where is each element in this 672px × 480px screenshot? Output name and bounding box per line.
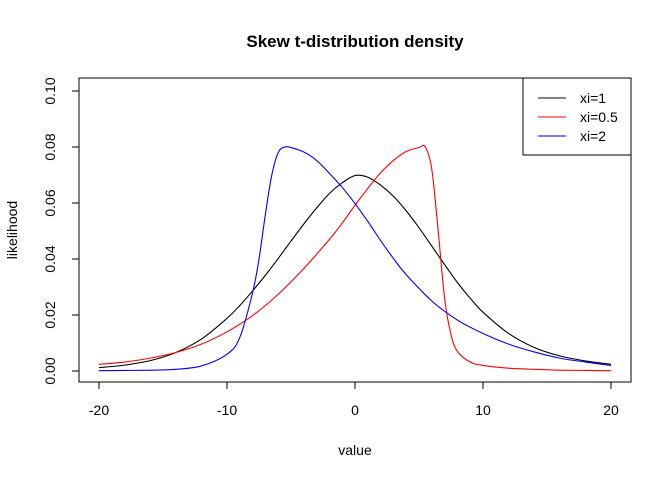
- y-tick-label: 0.04: [42, 245, 58, 272]
- legend: xi=1 xi=0.5 xi=2: [522, 77, 632, 156]
- y-tick-label: 0.08: [42, 133, 58, 160]
- legend-label: xi=2: [580, 128, 606, 144]
- x-tick-label: -20: [89, 402, 109, 418]
- x-tick-label: 0: [351, 402, 359, 418]
- y-tick-label: 0.00: [42, 357, 58, 384]
- x-axis-label: value: [338, 442, 372, 458]
- legend-label: xi=0.5: [580, 109, 618, 125]
- x-tick-label: 20: [603, 402, 619, 418]
- y-tick-label: 0.02: [42, 301, 58, 328]
- series-line-xi-1: [98, 174, 612, 369]
- series-line-xi-0-5: [98, 144, 612, 372]
- y-tick-label: 0.10: [42, 77, 58, 104]
- x-axis: -20 -10 0 10 20: [89, 381, 619, 418]
- x-tick-label: -10: [217, 402, 237, 418]
- y-axis: 0.00 0.02 0.04 0.06 0.08 0.10: [42, 77, 80, 385]
- series-layer: [98, 144, 612, 372]
- chart-title: Skew t-distribution density: [246, 32, 464, 51]
- series-line-xi-2: [98, 146, 612, 372]
- y-axis-label: likelihood: [4, 201, 20, 259]
- y-tick-label: 0.06: [42, 189, 58, 216]
- x-tick-label: 10: [475, 402, 491, 418]
- legend-label: xi=1: [580, 90, 606, 106]
